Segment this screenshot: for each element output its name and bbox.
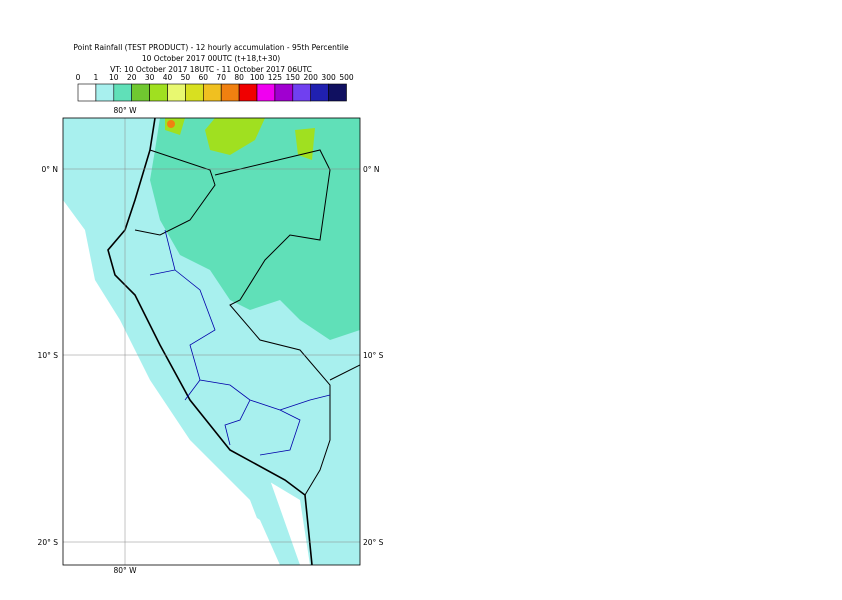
rain-10	[150, 118, 360, 340]
rain-peak	[167, 120, 175, 128]
title: Point Rainfall (TEST PRODUCT) - 12 hourl…	[73, 43, 349, 52]
legend-label: 200	[304, 73, 319, 82]
lat-label: 0° N	[363, 165, 380, 174]
legend-swatch	[95, 83, 115, 102]
legend-swatch	[113, 83, 133, 102]
legend-swatch	[256, 83, 276, 102]
map: 80° W 80° W 0° N 10° S 20° S 0° N 10° S …	[38, 106, 384, 575]
legend-swatch	[203, 83, 222, 102]
legend-label: 40	[163, 73, 173, 82]
coastline	[107, 118, 313, 565]
legend-label: 150	[286, 73, 301, 82]
legend-label: 80	[234, 73, 244, 82]
legend-label: 50	[181, 73, 191, 82]
legend-label: 1	[94, 73, 99, 82]
legend-label: 125	[268, 73, 283, 82]
legend-swatch	[310, 83, 329, 102]
lat-label: 10° S	[38, 351, 59, 360]
legend-swatch	[292, 83, 311, 102]
legend-label: 60	[199, 73, 209, 82]
legend-swatch	[328, 83, 347, 102]
regions	[149, 229, 331, 456]
lat-label: 0° N	[41, 165, 58, 174]
dry-sea	[63, 350, 280, 565]
base-time: 10 October 2017 00UTC (t+18,t+30)	[142, 54, 280, 63]
legend: 0 1 10 20 30 40 50 60 70 80 100 125 150 200 300 500	[76, 73, 354, 102]
lon-label: 80° W	[113, 106, 137, 115]
legend-label: 100	[250, 73, 265, 82]
legend-label: 70	[216, 73, 226, 82]
rain-30	[165, 118, 315, 160]
lat-label: 10° S	[363, 351, 384, 360]
legend-label: 20	[127, 73, 137, 82]
legend-label: 500	[339, 73, 354, 82]
legend-swatch	[274, 83, 294, 102]
borders	[134, 149, 360, 496]
legend-label: 30	[145, 73, 155, 82]
lon-label: 80° W	[113, 566, 137, 575]
legend-label: 10	[109, 73, 119, 82]
legend-swatch	[185, 83, 204, 102]
lat-label: 20° S	[363, 538, 384, 547]
frame	[62, 117, 361, 566]
legend-swatch	[238, 83, 258, 102]
legend-swatch	[149, 83, 168, 102]
lat-label: 20° S	[38, 538, 59, 547]
legend-swatch	[167, 83, 186, 102]
valid-time: VT: 10 October 2017 18UTC - 11 October 2…	[110, 65, 312, 74]
legend-swatch	[131, 83, 150, 102]
legend-label: 300	[321, 73, 336, 82]
legend-swatch	[77, 83, 97, 102]
legend-swatch	[220, 83, 240, 102]
legend-label: 0	[76, 73, 81, 82]
